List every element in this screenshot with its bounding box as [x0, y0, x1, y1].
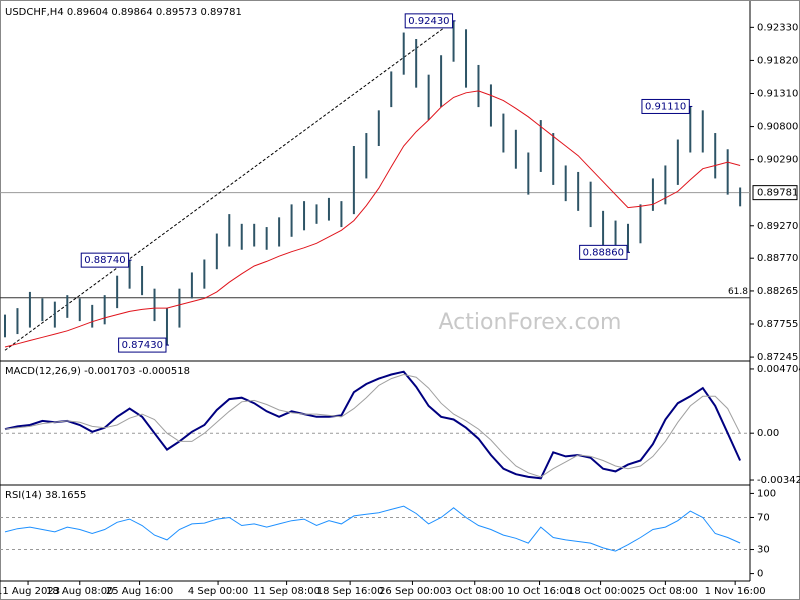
panel-title: MACD(12,26,9) -0.001703 -0.000518 — [5, 366, 190, 377]
last-price-box — [752, 185, 798, 201]
y-tick-label: 0.87245 — [757, 352, 798, 363]
y-tick-label: 0.88770 — [757, 253, 798, 264]
y-tick-label: 0 — [757, 569, 763, 580]
y-tick-label: 0.89270 — [757, 221, 798, 232]
panel-title: USDCHF,H4 0.89604 0.89864 0.89573 0.8978… — [5, 7, 242, 18]
annotation-label: 0.92430 — [408, 16, 449, 27]
series-line — [4, 505, 741, 552]
last-price-label: 0.89781 — [757, 188, 798, 199]
x-tick-label: 18 Aug 08:00 — [46, 586, 113, 597]
x-tick-label: 18 Oct 00:00 — [568, 586, 633, 597]
y-tick-label: 0.90290 — [757, 155, 798, 166]
y-tick-label: 30 — [757, 545, 770, 556]
y-tick-label: 0.87755 — [757, 319, 798, 330]
series-line — [4, 370, 742, 480]
annotation-label: 0.91110 — [645, 101, 686, 112]
x-tick-label: 18 Sep 16:00 — [317, 586, 384, 597]
annotation-label: 0.88860 — [583, 247, 624, 258]
y-tick-label: 0.91820 — [757, 55, 798, 66]
panel-title: RSI(14) 38.1655 — [5, 490, 86, 501]
x-tick-label: 25 Oct 08:00 — [633, 586, 698, 597]
y-tick-label: 0.88265 — [757, 286, 798, 297]
y-tick-label: 0.004704 — [757, 364, 800, 375]
x-tick-label: 1 Nov 16:00 — [705, 586, 766, 597]
trendline — [4, 20, 454, 351]
annotation-label: 0.88740 — [84, 255, 125, 266]
y-tick-label: 100 — [757, 488, 776, 499]
y-tick-label: 0.00 — [757, 428, 779, 439]
x-tick-label: 26 Sep 00:00 — [379, 586, 446, 597]
annotation-label: 0.87430 — [122, 340, 163, 351]
fib-label: 61.8 — [728, 287, 748, 297]
series-line — [4, 373, 741, 478]
y-tick-label: 0.92330 — [757, 22, 798, 33]
x-tick-label: 4 Sep 00:00 — [188, 586, 248, 597]
x-tick-label: 3 Oct 08:00 — [445, 586, 504, 597]
y-tick-label: 0.90800 — [757, 122, 798, 133]
watermark: ActionForex.com — [439, 310, 622, 335]
y-tick-label: 70 — [757, 512, 770, 523]
x-tick-label: 11 Aug 2023 — [0, 586, 60, 597]
y-tick-label: -0.003429 — [757, 475, 800, 486]
y-tick-label: 0.91310 — [757, 88, 798, 99]
series-line — [4, 90, 741, 348]
x-tick-label: 25 Aug 16:00 — [106, 586, 173, 597]
x-tick-label: 11 Sep 08:00 — [253, 586, 320, 597]
x-tick-label: 10 Oct 16:00 — [507, 586, 572, 597]
